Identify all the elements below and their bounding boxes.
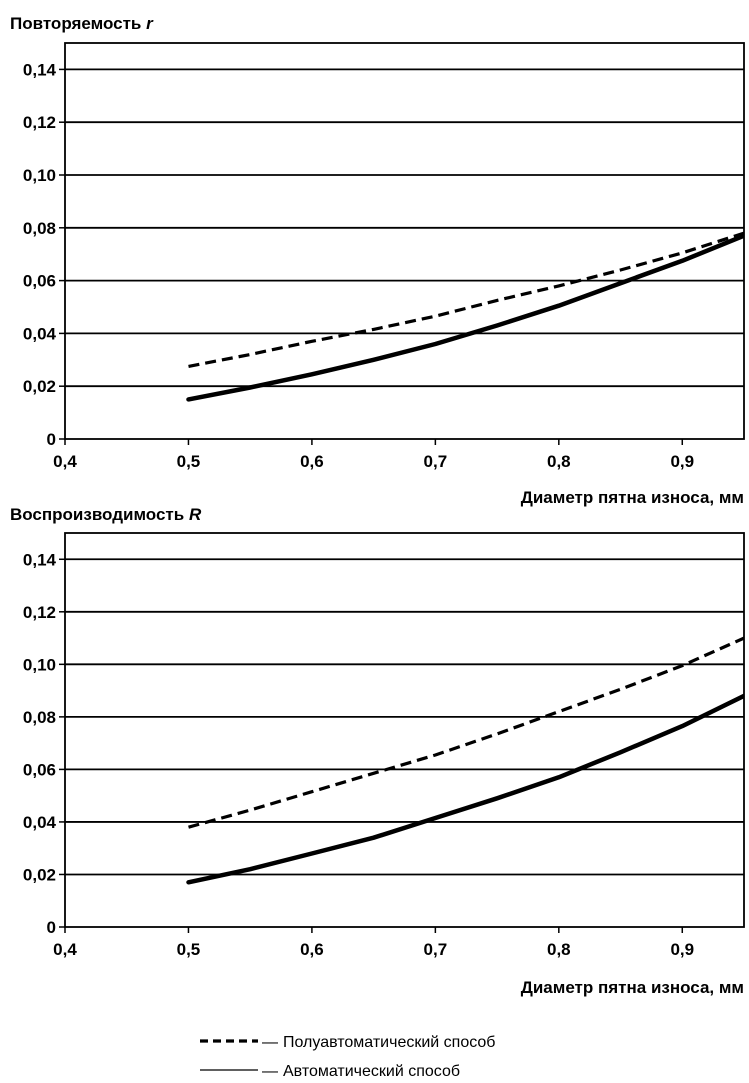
x-tick-label: 0,4 — [53, 452, 77, 471]
chart-panel-2: Воспроизводимость R 0 0,02 0,04 0,06 0,08 0,10… — [10, 505, 745, 997]
plot-frame — [64, 532, 745, 928]
x-tick-label: 0,5 — [177, 452, 201, 471]
x-axis-label: Диаметр пятна износа, мм — [521, 978, 744, 997]
legend-label: — Полуавтоматический способ — [262, 1034, 495, 1051]
y-tick-label: 0,06 — [23, 760, 56, 779]
x-axis-label: Диаметр пятна износа, мм — [521, 488, 744, 507]
y-tick-label: 0,08 — [23, 708, 56, 727]
y-tick-label: 0,04 — [23, 324, 57, 343]
x-tick-label: 0,4 — [53, 940, 77, 959]
y-tick-label: 0,10 — [23, 166, 56, 185]
y-tick-label: 0 — [47, 430, 56, 449]
x-tick-label: 0,8 — [547, 940, 571, 959]
series-automatic-line — [186, 233, 744, 402]
y-axis-title: Воспроизводимость R — [10, 505, 202, 524]
y-tick-label: 0,12 — [23, 603, 56, 622]
y-tick-label: 0,08 — [23, 219, 56, 238]
y-tick-label: 0,06 — [23, 272, 56, 291]
plot-frame — [64, 42, 745, 440]
y-tick-label: 0,02 — [23, 377, 56, 396]
series-semi-automatic-line — [188, 636, 744, 829]
x-tick-label: 0,9 — [670, 940, 694, 959]
y-tick-label: 0,14 — [23, 550, 57, 569]
y-tick-label: 0,10 — [23, 655, 56, 674]
legend-label: — Автоматический способ — [262, 1063, 460, 1080]
x-tick-label: 0,7 — [424, 940, 448, 959]
x-tick-label: 0,7 — [424, 452, 448, 471]
series-semi-automatic-line — [188, 231, 744, 368]
x-tick-label: 0,8 — [547, 452, 571, 471]
x-tick-label: 0,5 — [177, 940, 201, 959]
series-automatic-line — [186, 693, 744, 885]
x-tick-label: 0,9 — [670, 452, 694, 471]
x-tick-label: 0,6 — [300, 940, 324, 959]
y-tick-label: 0,04 — [23, 813, 57, 832]
x-tick-label: 0,6 — [300, 452, 324, 471]
chart-panel-1: Повторяемость r 0 0,02 0,04 0,06 0,08 0,10 0,12… — [10, 14, 745, 507]
y-tick-label: 0,14 — [23, 60, 57, 79]
y-tick-label: 0,12 — [23, 113, 56, 132]
y-tick-label: 0 — [47, 918, 56, 937]
legend: — Полуавтоматический способ — Автоматически… — [200, 1034, 495, 1080]
y-axis-title: Повторяемость r — [10, 14, 154, 33]
y-tick-label: 0,02 — [23, 865, 56, 884]
